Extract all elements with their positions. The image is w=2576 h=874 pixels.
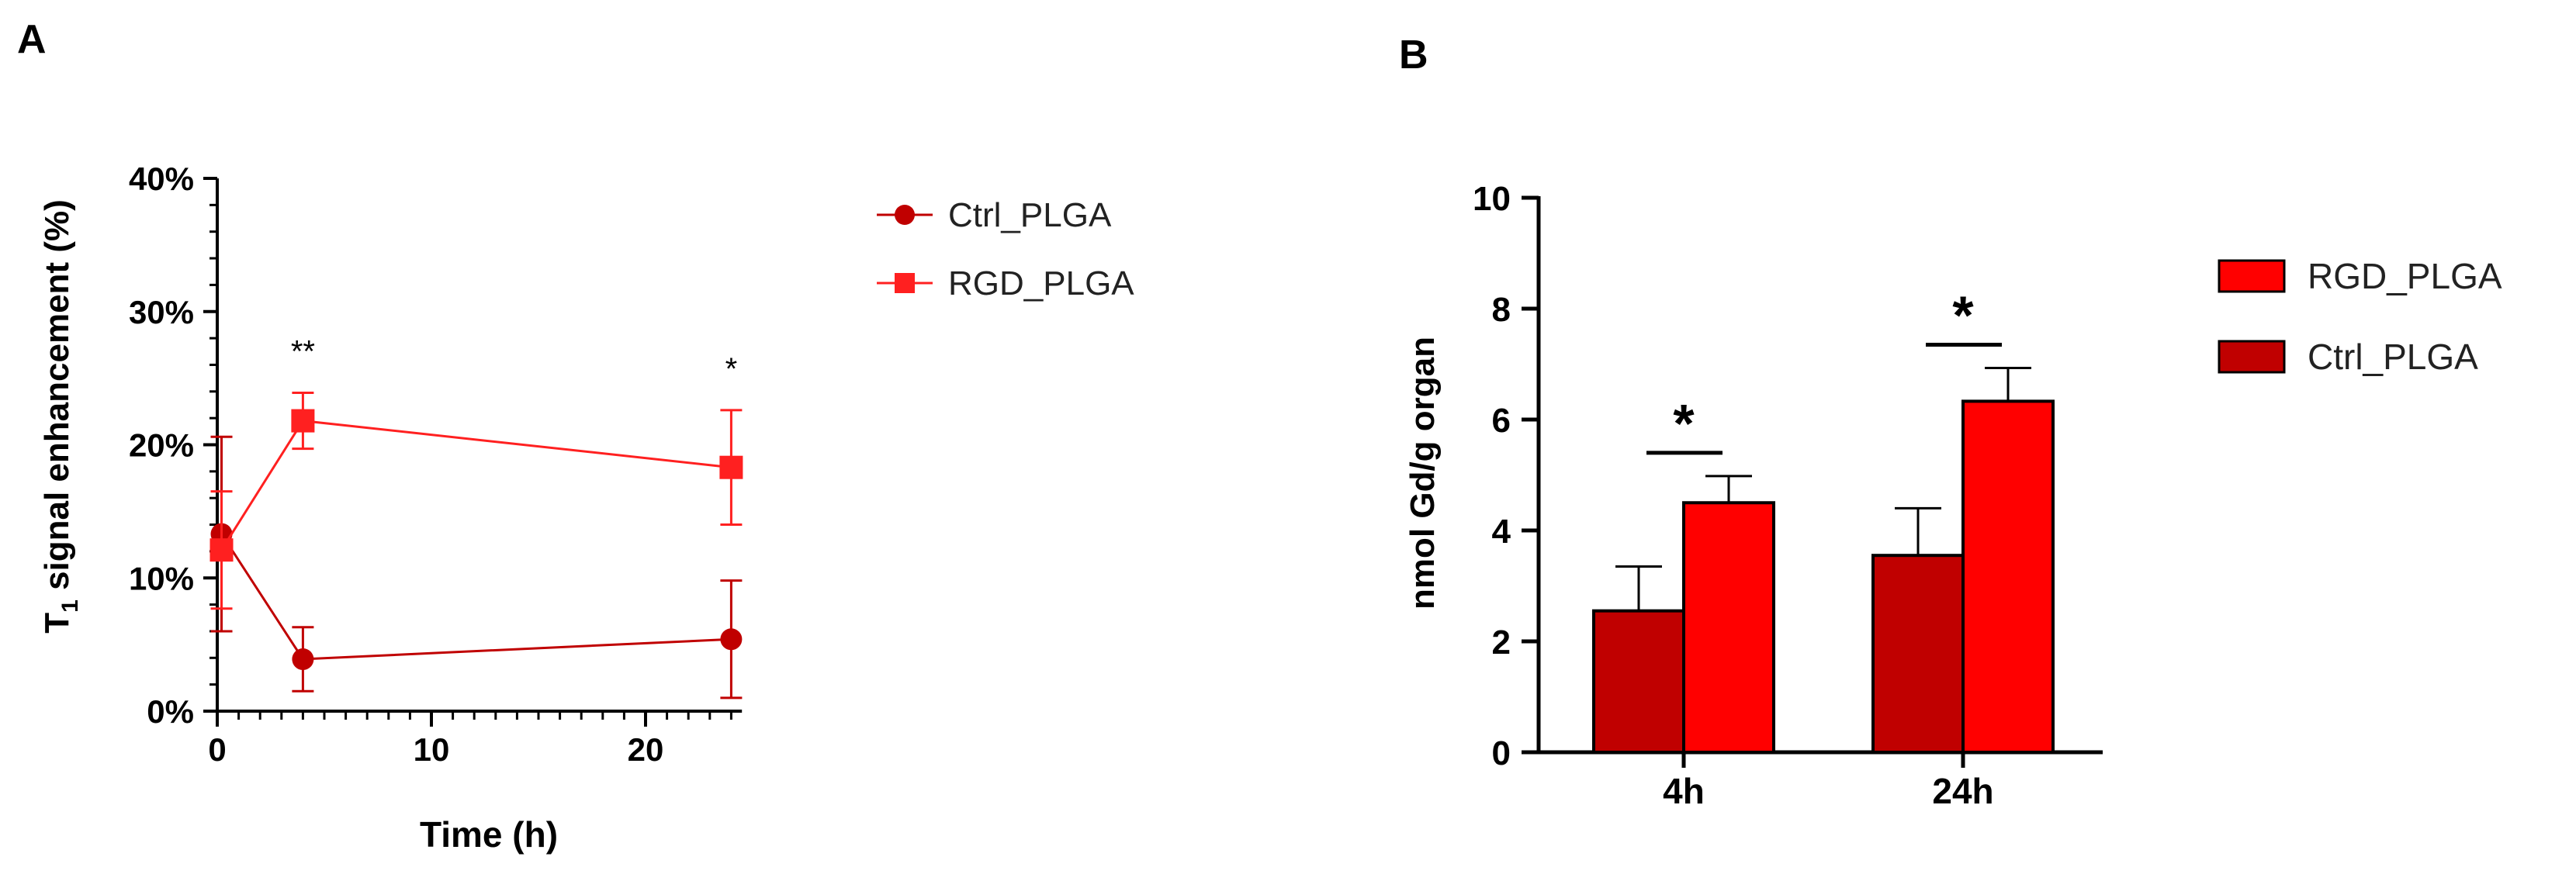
y-tick-label: 20% bbox=[129, 427, 194, 464]
panel-b-y-axis-label: nmol Gd/g organ bbox=[1404, 337, 1442, 610]
x-tick-label: 4h bbox=[1663, 771, 1705, 811]
data-point bbox=[720, 628, 743, 651]
series-rgd-plga bbox=[209, 392, 743, 610]
panel-a-y-tick-labels: 0% 10% 20% 30% 40% bbox=[129, 161, 194, 730]
legend-item-rgd-plga: RGD_PLGA bbox=[877, 264, 1134, 302]
legend-ctrl-label: Ctrl_PLGA bbox=[948, 196, 1112, 234]
bar-rgd-plga-24h bbox=[1961, 367, 2055, 755]
panel-b-bars bbox=[1592, 367, 2055, 755]
y-tick-label: 8 bbox=[1492, 291, 1511, 329]
legend-rgd-label: RGD_PLGA bbox=[948, 264, 1134, 302]
significance-marker: * bbox=[725, 352, 738, 386]
panel-a-legend: Ctrl_PLGA RGD_PLGA bbox=[877, 196, 1134, 302]
panel-a-axes bbox=[203, 177, 743, 727]
legend-ctrl-bar-label: Ctrl_PLGA bbox=[2308, 337, 2478, 377]
y-tick-label: 4 bbox=[1492, 513, 1511, 551]
x-tick-label: 24h bbox=[1932, 771, 1993, 811]
x-tick-label: 10 bbox=[414, 731, 450, 768]
bar bbox=[1871, 554, 1965, 754]
bar bbox=[1961, 399, 2055, 755]
panel-a-series bbox=[209, 392, 743, 700]
panel-a-label: A bbox=[17, 17, 47, 62]
legend-rgd-bar-label: RGD_PLGA bbox=[2308, 256, 2502, 296]
panel-a-x-tick-labels: 0 10 20 bbox=[208, 731, 663, 768]
y-tick-label: 2 bbox=[1492, 624, 1511, 662]
panel-b-annotations: ** bbox=[1646, 285, 2002, 455]
panel-b-legend: RGD_PLGA Ctrl_PLGA bbox=[2218, 256, 2502, 377]
panel-b-label: B bbox=[1399, 33, 1428, 78]
legend-rgd-marker bbox=[895, 273, 915, 293]
bar bbox=[1682, 501, 1775, 754]
y-tick-label: 0% bbox=[147, 693, 194, 730]
legend-item-ctrl-plga: Ctrl_PLGA bbox=[877, 196, 1112, 234]
series-line bbox=[220, 533, 732, 661]
data-point bbox=[209, 538, 234, 562]
significance-marker: * bbox=[1952, 285, 1974, 346]
series-line bbox=[220, 419, 732, 551]
legend-ctrl-swatch bbox=[2218, 340, 2286, 374]
y-tick-label: 10% bbox=[129, 560, 194, 596]
bar-rgd-plga-4h bbox=[1682, 475, 1775, 754]
panel-b-y-tick-labels: 0 2 4 6 8 10 bbox=[1473, 180, 1511, 772]
data-point bbox=[719, 455, 743, 479]
y-tick-label: 30% bbox=[129, 294, 194, 330]
series-ctrl-plga bbox=[210, 435, 743, 700]
x-tick-label: 20 bbox=[628, 731, 664, 768]
bar bbox=[1592, 609, 1685, 754]
x-tick-label: 0 bbox=[208, 731, 226, 768]
legend-rgd-swatch bbox=[2218, 259, 2286, 293]
bar-ctrl-plga-4h bbox=[1592, 565, 1685, 754]
y-tick-label: 6 bbox=[1492, 402, 1511, 440]
y-tick-label: 0 bbox=[1492, 734, 1511, 772]
y-tick-label: 40% bbox=[129, 161, 194, 197]
legend-ctrl-marker bbox=[895, 205, 915, 225]
significance-marker: * bbox=[1673, 393, 1695, 454]
panel-a-y-axis-label: T1 signal enhancement (%) bbox=[38, 199, 83, 633]
panel-a: A 0%10%20%30%40% 0 10 20 *** T1 signal enh… bbox=[17, 17, 1134, 855]
legend-item-rgd-plga-bar: RGD_PLGA bbox=[2218, 256, 2502, 296]
significance-marker: ** bbox=[291, 335, 315, 369]
panel-a-annotations: *** bbox=[291, 335, 737, 386]
panel-b-x-tick-labels: 4h 24h bbox=[1663, 771, 1993, 811]
bar-ctrl-plga-24h bbox=[1871, 506, 1965, 754]
panel-a-x-axis-label: Time (h) bbox=[420, 814, 558, 855]
y-tick-label: 10 bbox=[1473, 180, 1511, 218]
legend-item-ctrl-plga-bar: Ctrl_PLGA bbox=[2218, 337, 2478, 377]
data-point bbox=[292, 648, 314, 671]
data-point bbox=[291, 409, 315, 433]
